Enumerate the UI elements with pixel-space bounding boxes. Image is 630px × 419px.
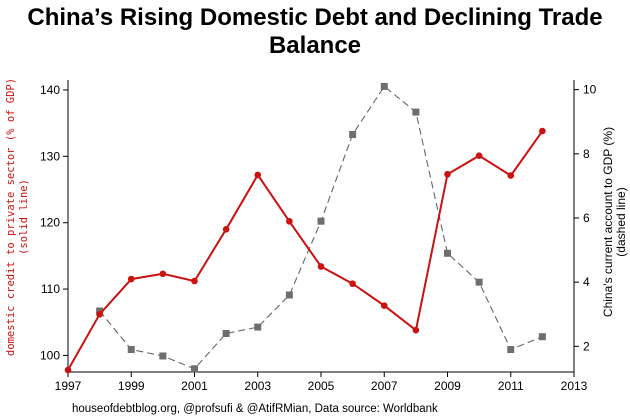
y-left-axis-title: domestic credit to private sector (% of … bbox=[5, 78, 17, 356]
y-left-tick-label: 140 bbox=[40, 83, 60, 97]
credit-point bbox=[286, 218, 293, 225]
y-right-tick-label: 10 bbox=[583, 83, 597, 97]
x-tick-label: 2005 bbox=[308, 379, 335, 393]
credit-series-line bbox=[67, 130, 544, 371]
y-left-tick-label: 130 bbox=[40, 149, 60, 163]
x-tick-label: 2001 bbox=[181, 379, 208, 393]
y-right-tick-label: 8 bbox=[583, 147, 590, 161]
x-tick-label: 1999 bbox=[118, 379, 145, 393]
current-account-point bbox=[349, 131, 357, 139]
credit-point bbox=[475, 152, 483, 159]
credit-point bbox=[507, 172, 515, 179]
credit-point bbox=[96, 310, 103, 318]
current-account-series-line bbox=[99, 85, 543, 370]
credit-point bbox=[254, 171, 262, 179]
y-right-tick-label: 2 bbox=[583, 339, 590, 353]
current-account-point bbox=[254, 323, 262, 331]
current-account-point bbox=[475, 278, 483, 286]
current-account-point bbox=[317, 217, 325, 225]
credit-point bbox=[127, 275, 135, 283]
credit-point bbox=[191, 277, 198, 285]
x-tick-label: 2009 bbox=[434, 379, 461, 393]
y-left-axis-subtitle: (solid line) bbox=[18, 179, 30, 255]
credit-point bbox=[317, 263, 325, 270]
credit-point bbox=[444, 170, 451, 178]
credit-point bbox=[349, 280, 356, 288]
current-account-point bbox=[191, 365, 198, 373]
current-account-point bbox=[159, 352, 167, 360]
y-left-tick-label: 100 bbox=[40, 348, 60, 362]
current-account-point bbox=[222, 329, 230, 337]
y-right-axis-title: China's current account to GDP (%) bbox=[601, 127, 615, 317]
credit-point bbox=[64, 366, 72, 374]
current-account-point bbox=[127, 346, 135, 354]
current-account-point bbox=[285, 291, 293, 299]
credit-point bbox=[539, 127, 546, 135]
current-account-point bbox=[538, 333, 546, 341]
current-account-point bbox=[380, 82, 388, 90]
source-note: houseofdebtblog.org, @profsufi & @AtifRM… bbox=[72, 403, 438, 415]
axes: 1997 1999 2001 2003 2005 2007 2009 2011 2013 100 1… bbox=[40, 80, 597, 393]
credit-point bbox=[159, 270, 167, 278]
current-account-point bbox=[412, 108, 420, 116]
credit-point bbox=[380, 302, 388, 309]
credit-point bbox=[412, 326, 420, 334]
x-tick-label: 2013 bbox=[561, 379, 588, 393]
y-right-tick-label: 6 bbox=[583, 211, 590, 225]
x-tick-label: 2011 bbox=[498, 379, 524, 393]
y-right-tick-label: 4 bbox=[583, 275, 590, 289]
series-layer bbox=[64, 82, 546, 374]
y-left-tick-label: 110 bbox=[41, 282, 60, 296]
credit-point bbox=[222, 226, 230, 233]
current-account-point bbox=[507, 346, 515, 354]
x-tick-label: 2003 bbox=[244, 379, 271, 393]
x-tick-label: 2007 bbox=[371, 379, 398, 393]
chart-title: China’s Rising Domestic Debt and Declini… bbox=[27, 4, 603, 59]
y-left-tick-label: 120 bbox=[40, 216, 60, 230]
current-account-point bbox=[444, 249, 451, 257]
y-right-axis-subtitle: (dashed line) bbox=[614, 187, 628, 256]
x-tick-label: 1997 bbox=[55, 379, 82, 393]
